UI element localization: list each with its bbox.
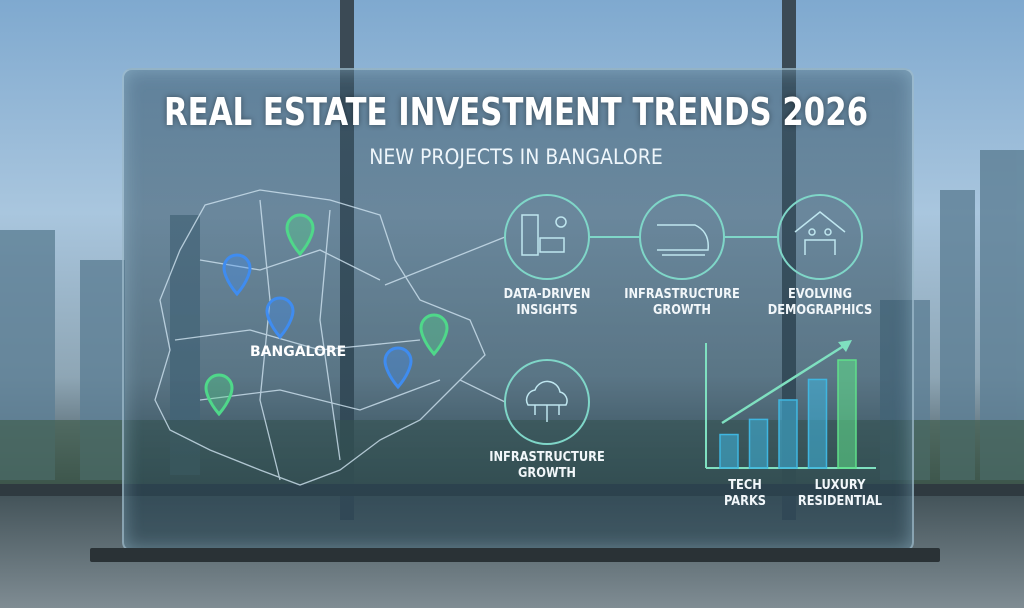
feature-label-data-driven: DATA-DRIVEN INSIGHTS <box>503 287 591 318</box>
bar-chart <box>705 340 876 469</box>
map-pin <box>204 373 234 417</box>
chart-bar <box>748 418 769 469</box>
feature-label-infrastructure-2: INFRASTRUCTURE GROWTH <box>489 450 605 481</box>
chart-label-tech-parks: TECH PARKS <box>723 478 767 509</box>
chart-bar <box>719 433 739 469</box>
building-solar-icon <box>504 194 590 280</box>
page-title: REAL ESTATE INVESTMENT TRENDS 2026 <box>163 90 869 134</box>
map-pin <box>222 253 252 297</box>
map-pins <box>204 213 449 417</box>
page-subtitle: NEW PROJECTS IN BANGALORE <box>369 145 663 169</box>
feature-label-infrastructure: INFRASTRUCTURE GROWTH <box>624 287 740 318</box>
glass-display-panel <box>122 68 914 552</box>
panel-stand <box>90 548 940 562</box>
train-icon <box>639 194 725 280</box>
family-house-icon <box>777 194 863 280</box>
chart-bar <box>837 359 857 469</box>
chart-bar <box>778 399 798 469</box>
cloud-network-icon <box>504 359 590 445</box>
chart-label-luxury-residential: LUXURY RESIDENTIAL <box>797 478 883 509</box>
map-pin <box>265 296 295 340</box>
map-city-label: BANGALORE <box>250 344 347 360</box>
bangalore-map <box>154 189 506 486</box>
map-pin <box>383 346 413 390</box>
map-pin <box>419 313 449 357</box>
trend-arrow <box>721 340 851 425</box>
chart-bar <box>807 378 828 469</box>
map-pin <box>285 213 315 257</box>
feature-label-demographics: EVOLVING DEMOGRAPHICS <box>767 287 873 318</box>
